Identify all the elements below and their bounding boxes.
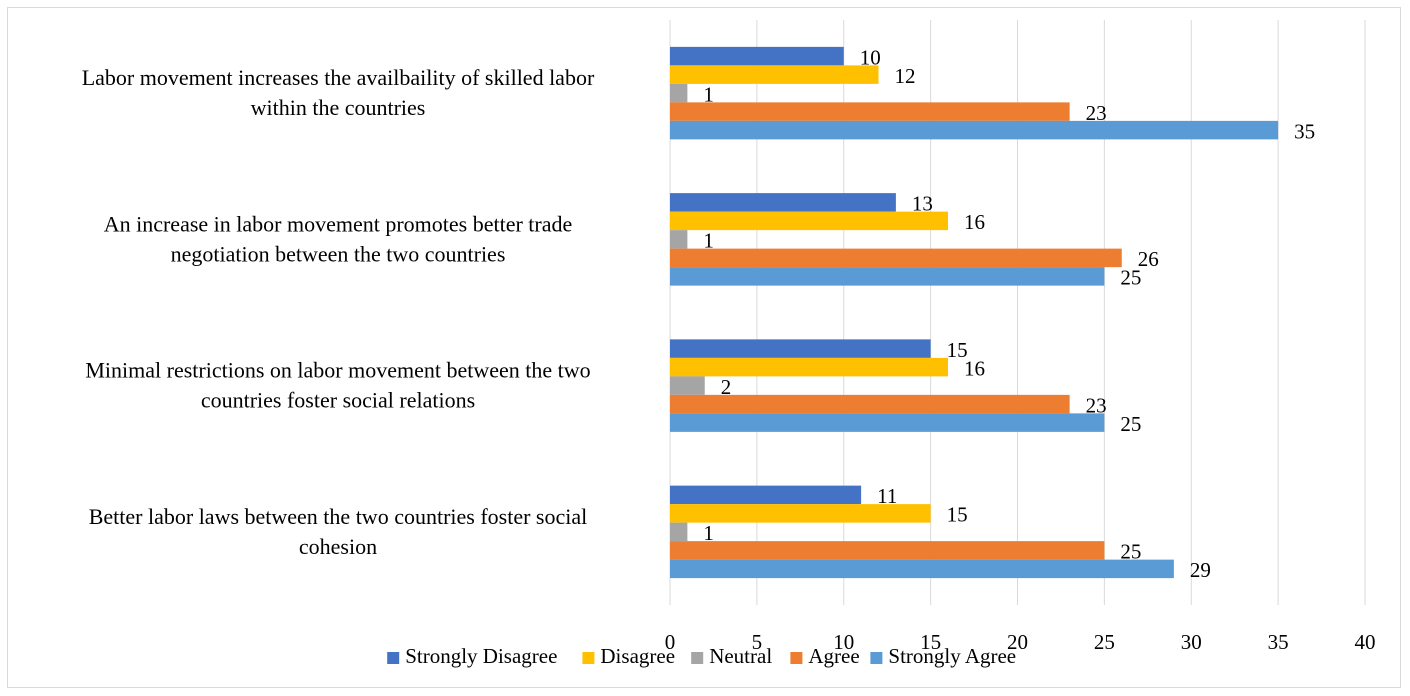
data-label: 2 [721, 375, 732, 399]
data-label: 1 [703, 229, 714, 253]
category-label: cohesion [299, 534, 377, 559]
bar-agree [670, 394, 1070, 414]
data-label: 23 [1086, 393, 1107, 417]
legend-swatch [870, 652, 883, 664]
bar-disagree [670, 504, 931, 523]
data-label: 29 [1190, 558, 1211, 582]
x-tick-label: 40 [1355, 630, 1376, 654]
bar-neutral [670, 376, 705, 395]
legend-swatch [582, 652, 595, 664]
bar-strongly-agree [670, 120, 1279, 140]
category-label: within the countries [251, 95, 426, 120]
data-label: 11 [877, 484, 897, 508]
x-tick-label: 35 [1268, 630, 1289, 654]
bar-agree [670, 248, 1122, 268]
data-label: 23 [1086, 101, 1107, 125]
category-label: Better labor laws between the two countr… [89, 504, 588, 529]
data-label: 26 [1138, 247, 1159, 271]
legend-label: Disagree [600, 644, 675, 668]
x-tick-label: 0 [665, 630, 676, 654]
x-tick-label: 5 [752, 630, 763, 654]
bar-strongly-disagree [670, 485, 862, 505]
bar-neutral [670, 230, 688, 249]
bar-strongly-agree [670, 559, 1174, 579]
data-label: 35 [1294, 119, 1315, 143]
category-label: negotiation between the two countries [171, 241, 506, 266]
data-label: 25 [1120, 412, 1141, 436]
category-label: An increase in labor movement promotes b… [104, 211, 573, 236]
bar-neutral [670, 522, 688, 542]
legend-label: Strongly Disagree [405, 644, 557, 668]
category-label: countries foster social relations [201, 388, 475, 413]
x-tick-label: 15 [920, 630, 941, 654]
x-tick-label: 20 [1007, 630, 1028, 654]
data-label: 12 [895, 64, 916, 88]
bar-strongly-disagree [670, 339, 931, 358]
data-label: 16 [964, 356, 985, 380]
bar-strongly-agree [670, 267, 1105, 286]
category-label: Minimal restrictions on labor movement b… [85, 358, 590, 383]
legend-swatch [790, 652, 803, 664]
data-label: 1 [703, 82, 714, 106]
legend-label: Neutral [709, 644, 772, 668]
bar-disagree [670, 211, 948, 231]
data-label: 25 [1120, 540, 1141, 564]
data-label: 13 [912, 192, 933, 216]
data-label: 15 [947, 503, 968, 527]
x-tick-label: 30 [1181, 630, 1202, 654]
x-tick-label: 25 [1094, 630, 1115, 654]
x-tick-label: 10 [833, 630, 854, 654]
bar-agree [670, 541, 1105, 560]
legend-swatch [387, 652, 400, 664]
data-label: 1 [703, 521, 714, 545]
category-label: Labor movement increases the availbailit… [82, 65, 595, 90]
data-label: 10 [860, 45, 881, 69]
bar-disagree [670, 357, 948, 377]
data-label: 16 [964, 210, 985, 234]
bar-strongly-agree [670, 413, 1105, 432]
data-label: 25 [1120, 266, 1141, 290]
legend-swatch [691, 652, 704, 664]
legend-label: Agree [808, 644, 859, 668]
bar-agree [670, 102, 1070, 121]
chart-frame: 0 5 10 15 20 25 30 35 40 10 12 1 23 35 Labor movement … [7, 7, 1401, 688]
bar-strongly-disagree [670, 46, 844, 66]
bar-neutral [670, 83, 688, 103]
data-label: 15 [947, 338, 968, 362]
legend-label: Strongly Agree [888, 644, 1016, 668]
bar-disagree [670, 65, 879, 84]
bar-strongly-disagree [670, 193, 896, 212]
